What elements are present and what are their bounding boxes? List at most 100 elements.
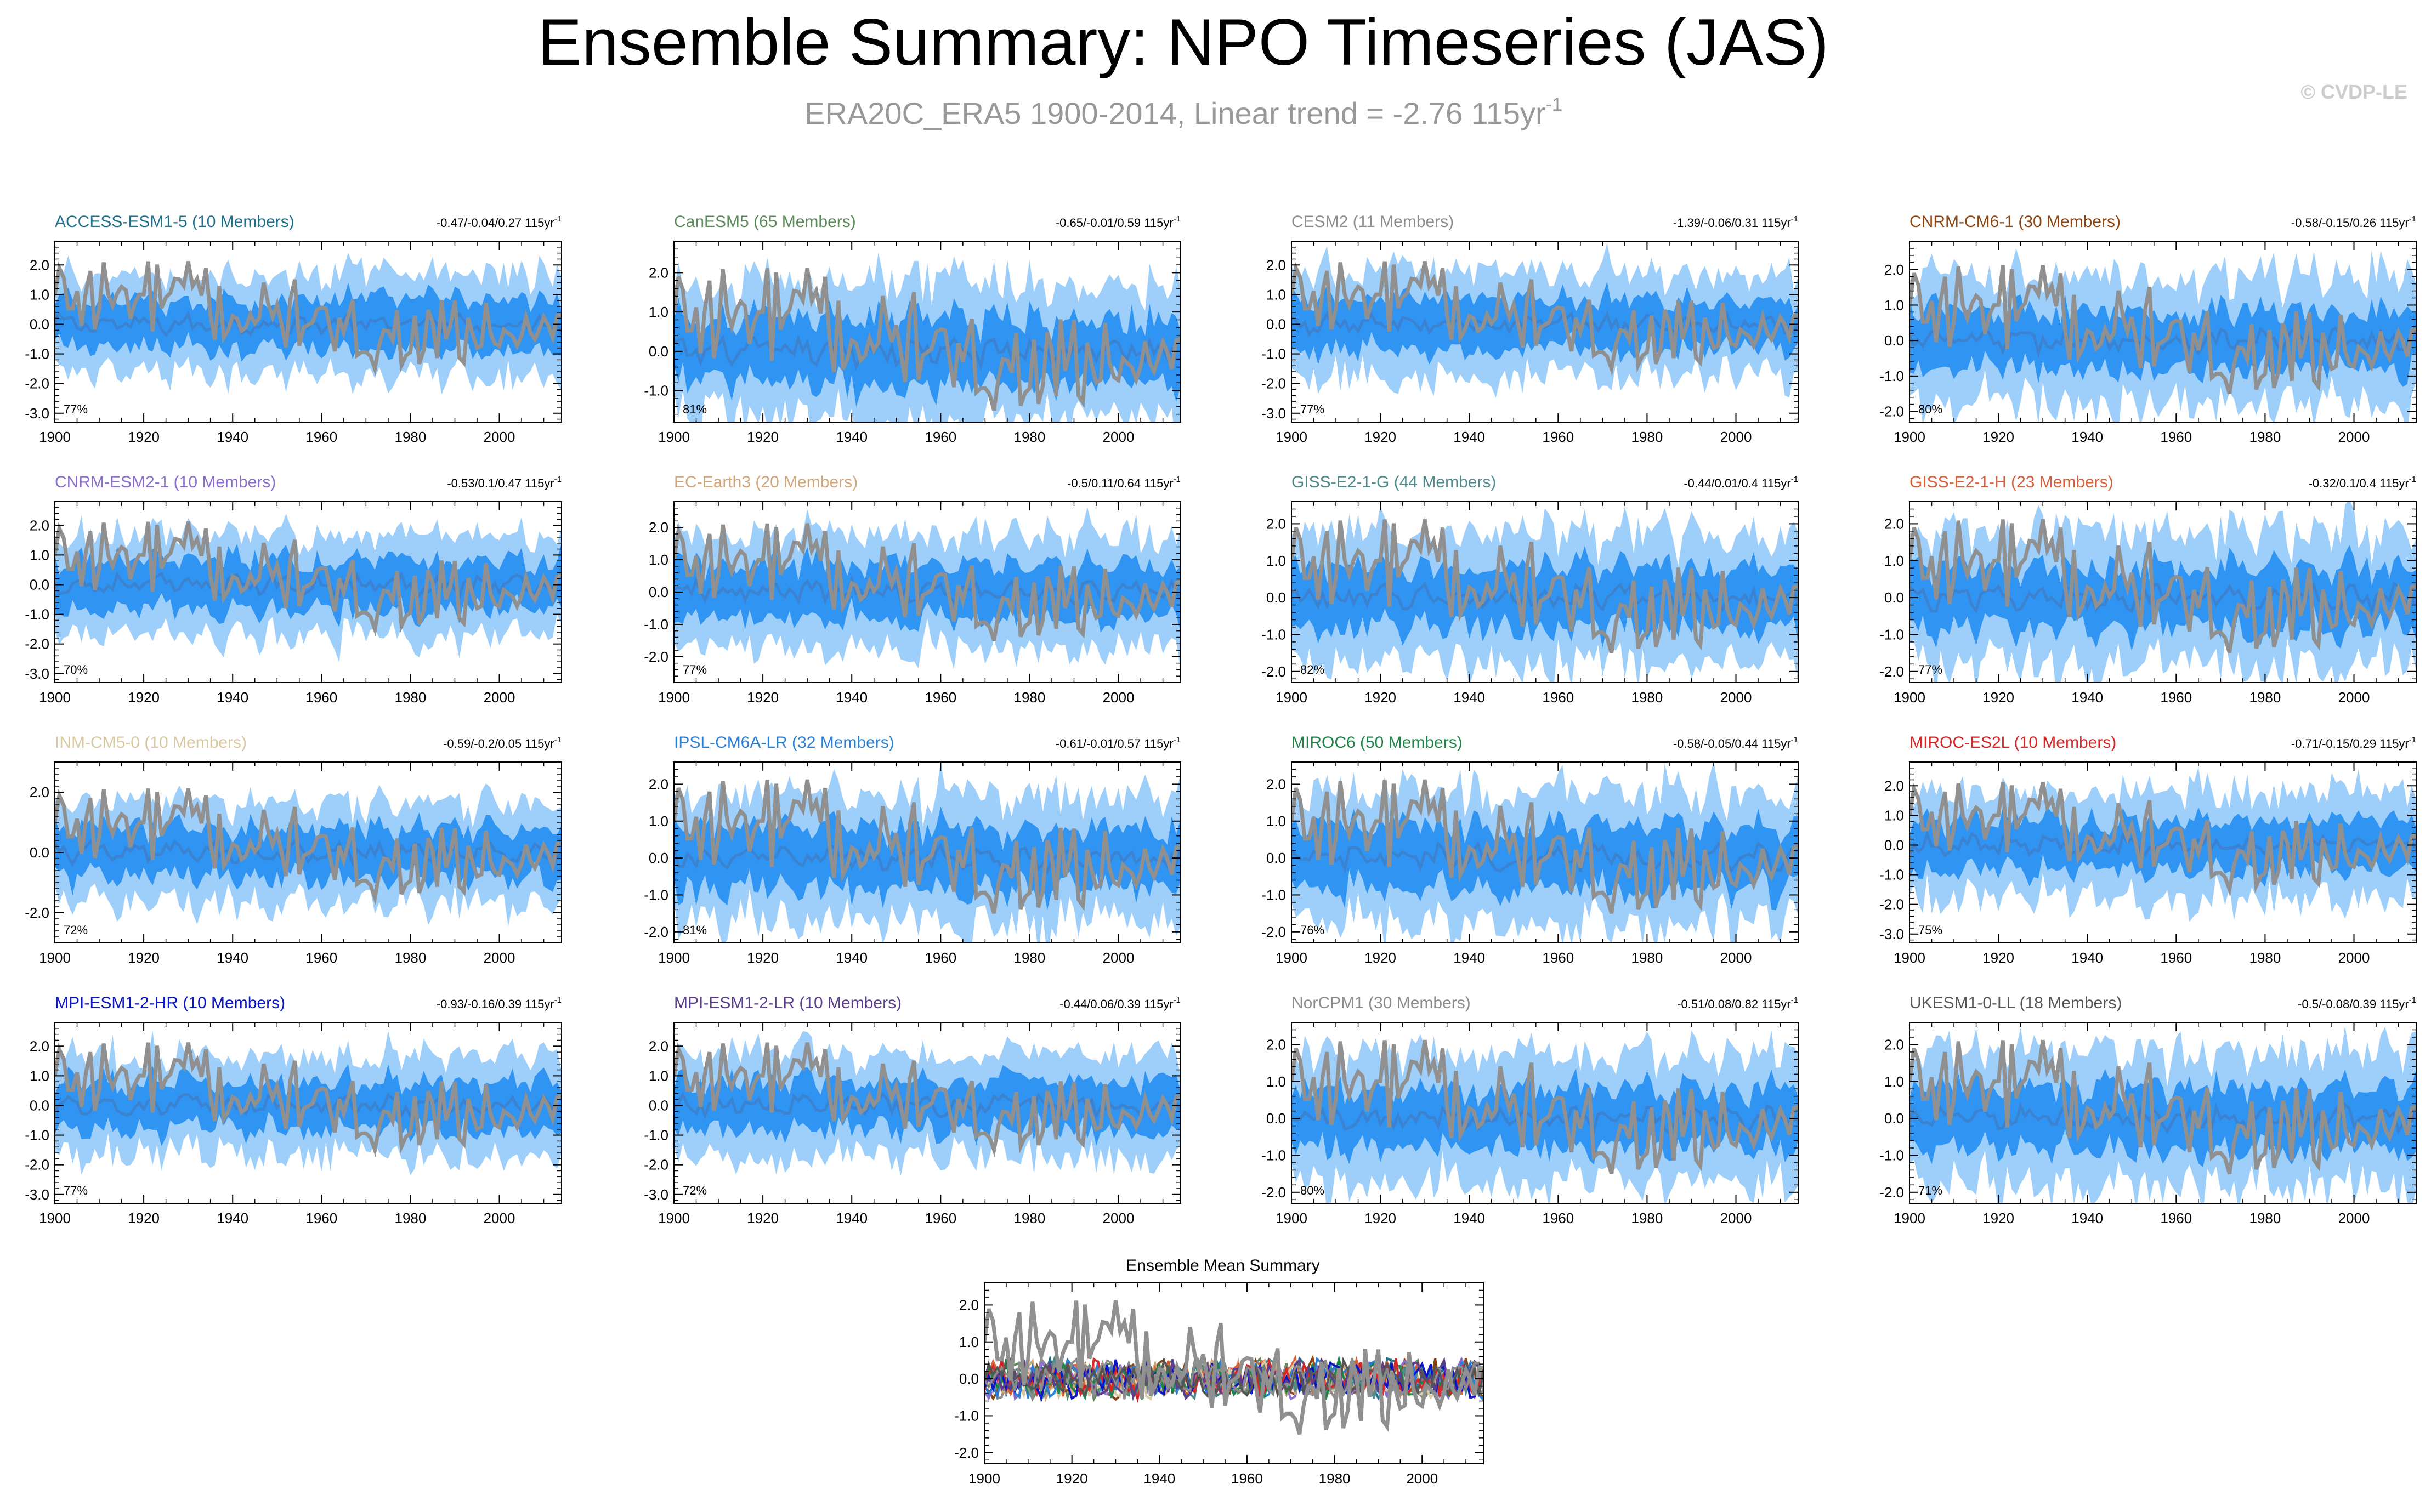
trend-label: -0.71/-0.15/0.29 115yr-1 [2291,735,2416,751]
y-tick-label: 1.0 [1266,286,1286,303]
chart-panel: 2.0 1.0 0.0 -1.0 -2.0 -3.0 1900 1920 1940 1960 198… [25,213,562,445]
plot-frame [1909,501,2417,683]
plot-area [1909,766,2416,922]
y-tick-label: -2.0 [1261,924,1286,940]
chart-panel: 2.0 1.0 0.0 -1.0 -2.0 1900 1920 1940 1960 1980 200… [954,1257,1484,1487]
panel-title: MIROC-ES2L (10 Members) [1909,734,2116,752]
x-tick-label: 1960 [305,1210,337,1226]
plot-area [55,783,562,927]
y-tick-label: 0.0 [1884,1110,1904,1127]
y-tick-label: 2.0 [1884,262,1904,278]
percent-label: 81% [683,923,707,937]
y-tick-label: 1.0 [649,813,668,829]
trend-label: -0.5/-0.08/0.39 115yr-1 [2298,996,2416,1011]
y-tick-label: 0.0 [1266,316,1286,332]
chart-panel: 2.0 1.0 0.0 -1.0 -2.0 1900 1920 1940 1960 1980 200… [1261,473,1799,706]
panel-title: CESM2 (11 Members) [1291,213,1454,231]
x-tick-label: 1920 [128,950,160,966]
observation-line [984,1300,1483,1435]
y-tick-label: 0.0 [30,1097,49,1113]
plot-frame [673,761,1181,943]
x-tick-label: 1980 [1631,950,1663,966]
y-tick-label: 0.0 [1266,589,1286,606]
ensemble-mean-line [55,569,562,599]
ensemble-mean-line [1909,326,2416,359]
x-tick-label: 2000 [1720,950,1752,966]
x-tick-label: 1980 [2249,950,2281,966]
x-tick-label: 1900 [1276,1210,1307,1226]
x-tick-label: 1940 [2071,950,2103,966]
percent-label: 72% [683,1184,707,1197]
x-tick-label: 1900 [39,429,71,445]
chart-panel: 2.0 1.0 0.0 -1.0 -2.0 1900 1920 1940 1960 1980 200… [1879,213,2417,445]
observation-line [55,788,562,906]
x-tick-label: 1900 [658,950,690,966]
observation-line [1291,779,1798,914]
model-mean-series [984,1355,1483,1401]
y-tick-label: 2.0 [30,517,49,533]
y-tick-label: -3.0 [25,1186,49,1203]
chart-panel: 2.0 1.0 0.0 -1.0 -2.0 1900 1920 1940 1960 1980 200… [1261,994,1799,1226]
x-tick-label: 1900 [1894,1210,1925,1226]
plot-area [1291,243,1798,398]
y-tick-label: 0.0 [30,844,49,861]
percent-label: 77% [64,1184,88,1197]
x-tick-label: 1960 [925,429,956,445]
x-tick-label: 1940 [1453,1210,1485,1226]
x-tick-label: 1900 [39,689,71,706]
x-tick-label: 1980 [394,950,426,966]
x-tick-label: 2000 [1103,950,1135,966]
x-tick-label: 1920 [747,950,779,966]
x-tick-label: 1960 [1542,429,1574,445]
y-tick-label: -2.0 [954,1445,979,1461]
y-tick-label: -3.0 [25,666,49,682]
y-tick-label: 2.0 [30,1038,49,1054]
x-tick-label: 1980 [1013,1210,1045,1226]
x-tick-label: 1920 [747,429,779,445]
y-tick-label: 2.0 [1266,515,1286,532]
x-tick-label: 1980 [1631,429,1663,445]
chart-panel: 2.0 1.0 0.0 -1.0 -2.0 1900 1920 1940 1960 1980 200… [644,473,1181,706]
observation-line [1909,265,2416,395]
y-tick-label: -1.0 [644,886,668,903]
y-tick-label: 1.0 [30,547,49,563]
plot-frame [54,241,562,423]
x-tick-label: 1940 [836,689,868,706]
y-tick-label: -1.0 [1879,368,1904,384]
x-tick-label: 1960 [2160,1210,2192,1226]
ensemble-mean-line [55,310,562,337]
y-tick-label: 1.0 [649,1067,668,1084]
y-tick-label: -1.0 [1261,886,1286,903]
y-tick-label: -1.0 [644,1127,668,1144]
x-tick-label: 2000 [1720,429,1752,445]
y-tick-label: 0.0 [649,850,668,866]
x-tick-label: 1960 [925,950,956,966]
x-tick-label: 1980 [1631,1210,1663,1226]
trend-label: -0.61/-0.01/0.57 115yr-1 [1056,735,1181,751]
chart-panel: 2.0 1.0 0.0 -1.0 -2.0 -3.0 1900 1920 1940 1960 198… [1261,213,1799,445]
y-tick-label: 2.0 [1266,1036,1286,1053]
y-tick-label: 1.0 [649,552,668,568]
x-tick-label: 1900 [1894,429,1925,445]
y-tick-label: 0.0 [649,1097,668,1113]
model-mean-series [984,1357,1483,1401]
x-tick-label: 2000 [1720,1210,1752,1226]
percent-label: 70% [64,663,88,677]
x-tick-label: 1900 [1894,689,1925,706]
y-tick-label: -2.0 [644,649,668,665]
ensemble-mean-line [674,1091,1181,1121]
x-tick-label: 1980 [394,1210,426,1226]
panel-title: INM-CM5-0 (10 Members) [55,734,247,752]
panel-title: GISS-E2-1-H (23 Members) [1909,473,2113,491]
percent-label: 76% [1300,923,1324,937]
y-tick-label: -3.0 [1261,405,1286,422]
trend-label: -0.47/-0.04/0.27 115yr-1 [437,214,562,230]
plot-area [1291,1030,1798,1203]
chart-panel: 2.0 1.0 0.0 -1.0 -2.0 1900 1920 1940 1960 1980 200… [1879,994,2417,1226]
x-tick-label: 1960 [305,689,337,706]
x-tick-label: 1920 [747,1210,779,1226]
x-tick-label: 1980 [394,429,426,445]
x-tick-label: 1960 [2160,689,2192,706]
chart-panel: 2.0 0.0 -2.0 1900 1920 1940 1960 1980 2000 INM-CM… [25,734,562,966]
x-tick-label: 2000 [484,1210,515,1226]
